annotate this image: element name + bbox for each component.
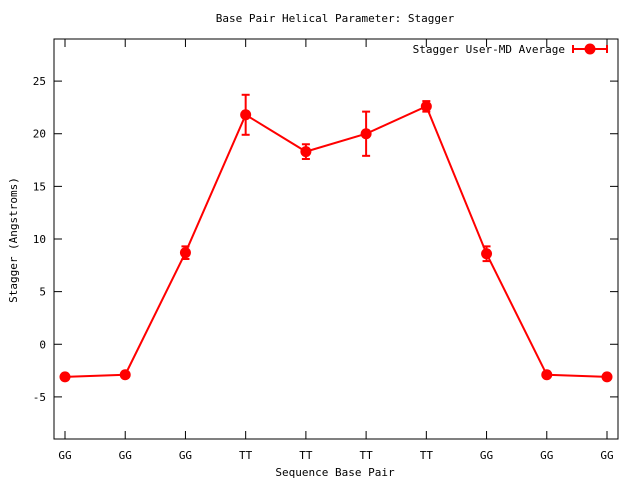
- chart-title: Base Pair Helical Parameter: Stagger: [216, 12, 455, 25]
- x-tick-label: GG: [600, 449, 613, 462]
- y-tick-label: 25: [33, 75, 46, 88]
- data-point: [420, 100, 432, 112]
- y-tick-label: -5: [33, 391, 46, 404]
- data-point: [601, 371, 613, 383]
- y-tick-label: 15: [33, 180, 46, 193]
- x-tick-label: GG: [58, 449, 71, 462]
- x-tick-label: GG: [480, 449, 493, 462]
- x-tick-label: GG: [540, 449, 553, 462]
- data-point: [360, 128, 372, 140]
- x-axis-label: Sequence Base Pair: [275, 466, 395, 479]
- data-point: [300, 146, 312, 158]
- x-tick-label: TT: [299, 449, 313, 462]
- data-point: [119, 369, 131, 381]
- plot-area: -5 0 5 10 15 20 25 GG GG GG TT TT TT TT GG GG GG: [33, 38, 619, 462]
- legend: Stagger User-MD Average: [413, 43, 608, 56]
- data-point: [59, 371, 71, 383]
- legend-label: Stagger User-MD Average: [413, 43, 565, 56]
- x-tick-label: TT: [420, 449, 434, 462]
- series-line: [64, 105, 608, 378]
- x-tick-label: TT: [239, 449, 253, 462]
- x-tick-label: GG: [119, 449, 132, 462]
- y-tick-label: 20: [33, 128, 46, 141]
- y-tick-label: 5: [39, 286, 46, 299]
- legend-marker: [584, 43, 596, 55]
- x-tick-label: GG: [179, 449, 192, 462]
- data-point: [240, 109, 252, 121]
- y-tick-label: 0: [39, 338, 46, 351]
- y-tick-label: 10: [33, 233, 46, 246]
- data-point: [541, 369, 553, 381]
- data-point: [481, 248, 493, 260]
- plot-frame: [53, 38, 619, 440]
- y-axis-label: Stagger (Angstroms): [7, 177, 20, 303]
- x-tick-label: TT: [359, 449, 373, 462]
- data-point: [179, 247, 191, 259]
